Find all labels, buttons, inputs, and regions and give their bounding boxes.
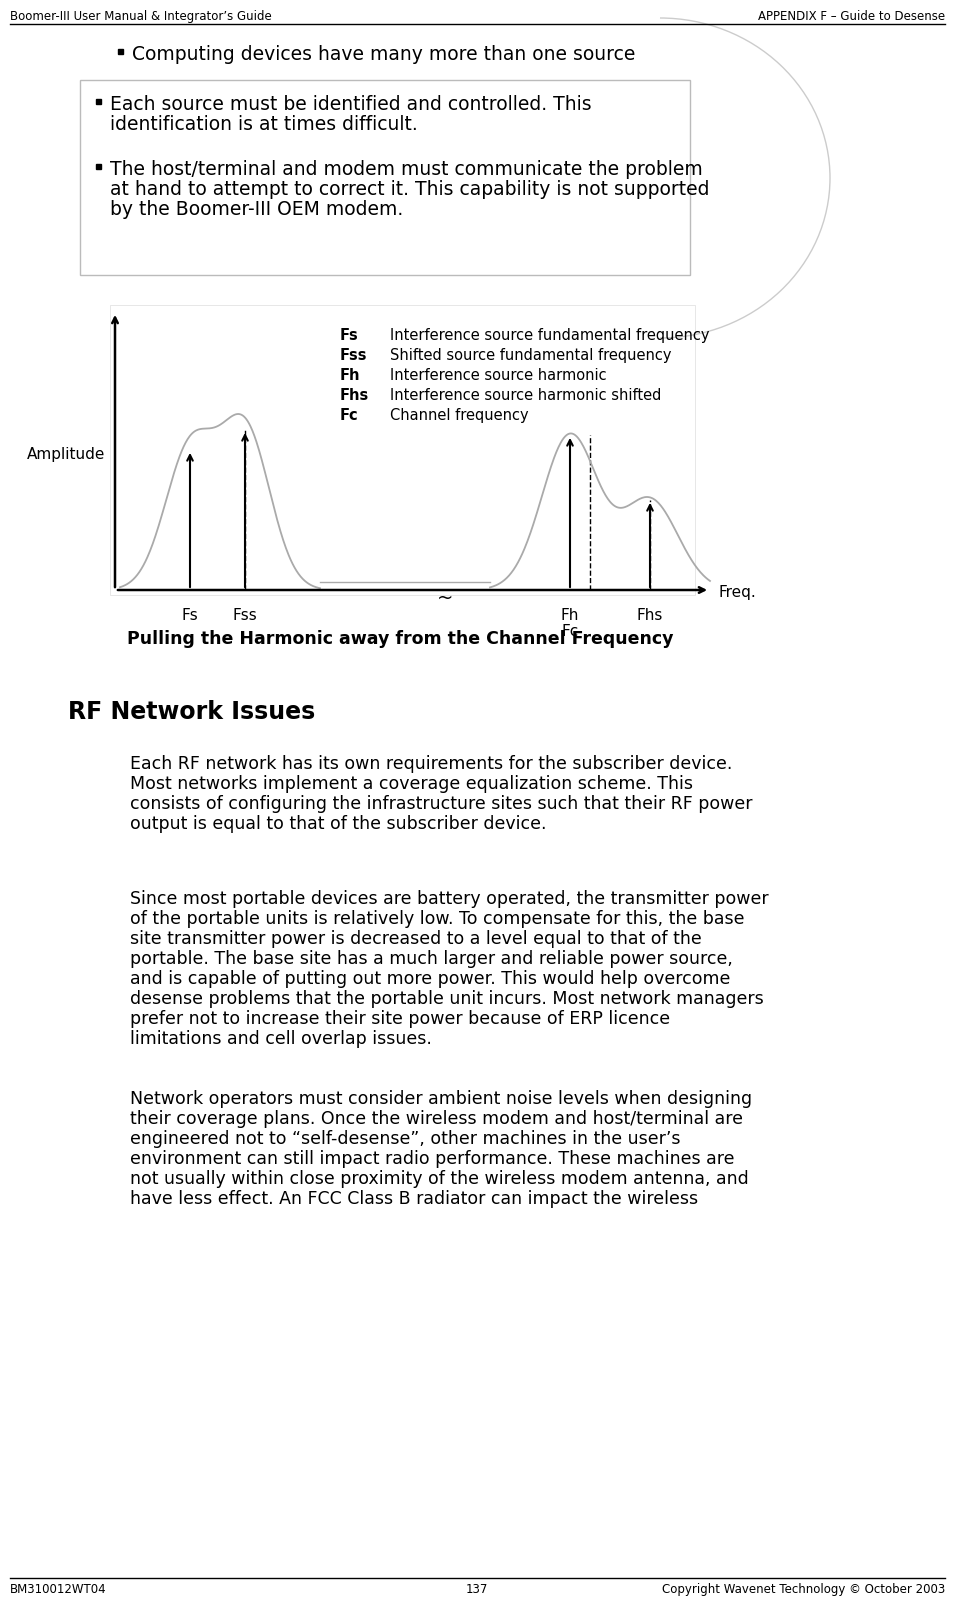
Text: Fss: Fss <box>340 348 368 363</box>
Text: The host/terminal and modem must communicate the problem: The host/terminal and modem must communi… <box>110 160 703 180</box>
Text: site transmitter power is decreased to a level equal to that of the: site transmitter power is decreased to a… <box>130 930 702 948</box>
Text: Fhs: Fhs <box>340 388 370 403</box>
Text: Boomer-III User Manual & Integrator’s Guide: Boomer-III User Manual & Integrator’s Gu… <box>10 10 272 22</box>
Text: Fs: Fs <box>340 327 359 343</box>
Bar <box>118 50 123 55</box>
Text: identification is at times difficult.: identification is at times difficult. <box>110 115 417 135</box>
Text: Shifted source fundamental frequency: Shifted source fundamental frequency <box>390 348 671 363</box>
Text: Interference source fundamental frequency: Interference source fundamental frequenc… <box>390 327 710 343</box>
Text: engineered not to “self-desense”, other machines in the user’s: engineered not to “self-desense”, other … <box>130 1129 681 1148</box>
Bar <box>80 80 690 274</box>
Text: 137: 137 <box>466 1583 488 1596</box>
Text: Pulling the Harmonic away from the Channel Frequency: Pulling the Harmonic away from the Chann… <box>127 630 673 648</box>
Text: and is capable of putting out more power. This would help overcome: and is capable of putting out more power… <box>130 970 731 988</box>
Text: Fhs: Fhs <box>637 608 663 622</box>
Text: output is equal to that of the subscriber device.: output is equal to that of the subscribe… <box>130 815 546 832</box>
Text: Since most portable devices are battery operated, the transmitter power: Since most portable devices are battery … <box>130 890 769 908</box>
Text: portable. The base site has a much larger and reliable power source,: portable. The base site has a much large… <box>130 950 732 967</box>
Text: not usually within close proximity of the wireless modem antenna, and: not usually within close proximity of th… <box>130 1169 749 1189</box>
Text: Each RF network has its own requirements for the subscriber device.: Each RF network has its own requirements… <box>130 755 732 773</box>
Text: Fh: Fh <box>561 608 579 622</box>
Text: Interference source harmonic: Interference source harmonic <box>390 367 606 383</box>
Text: Fc: Fc <box>340 407 359 423</box>
Text: Freq.: Freq. <box>718 584 755 600</box>
Text: by the Boomer-III OEM modem.: by the Boomer-III OEM modem. <box>110 200 403 220</box>
Text: Computing devices have many more than one source: Computing devices have many more than on… <box>132 45 635 64</box>
Text: Interference source harmonic shifted: Interference source harmonic shifted <box>390 388 662 403</box>
Bar <box>110 305 695 595</box>
Text: of the portable units is relatively low. To compensate for this, the base: of the portable units is relatively low.… <box>130 909 745 929</box>
Text: desense problems that the portable unit incurs. Most network managers: desense problems that the portable unit … <box>130 990 764 1007</box>
Text: consists of configuring the infrastructure sites such that their RF power: consists of configuring the infrastructu… <box>130 796 753 813</box>
Text: prefer not to increase their site power because of ERP licence: prefer not to increase their site power … <box>130 1011 670 1028</box>
Text: Most networks implement a coverage equalization scheme. This: Most networks implement a coverage equal… <box>130 775 693 792</box>
Text: Each source must be identified and controlled. This: Each source must be identified and contr… <box>110 95 592 114</box>
Text: APPENDIX F – Guide to Desense: APPENDIX F – Guide to Desense <box>758 10 945 22</box>
Text: Network operators must consider ambient noise levels when designing: Network operators must consider ambient … <box>130 1091 753 1108</box>
Text: BM310012WT04: BM310012WT04 <box>10 1583 107 1596</box>
Text: limitations and cell overlap issues.: limitations and cell overlap issues. <box>130 1030 432 1047</box>
Text: have less effect. An FCC Class B radiator can impact the wireless: have less effect. An FCC Class B radiato… <box>130 1190 698 1208</box>
Bar <box>96 164 101 168</box>
Bar <box>96 99 101 104</box>
Text: Fh: Fh <box>340 367 360 383</box>
Text: ~: ~ <box>436 589 454 608</box>
Text: Channel frequency: Channel frequency <box>390 407 529 423</box>
Text: RF Network Issues: RF Network Issues <box>68 699 315 723</box>
Text: at hand to attempt to correct it. This capability is not supported: at hand to attempt to correct it. This c… <box>110 180 710 199</box>
Text: Copyright Wavenet Technology © October 2003: Copyright Wavenet Technology © October 2… <box>662 1583 945 1596</box>
Text: their coverage plans. Once the wireless modem and host/terminal are: their coverage plans. Once the wireless … <box>130 1110 743 1128</box>
Text: Fc: Fc <box>562 624 579 638</box>
Text: Fs: Fs <box>181 608 199 622</box>
Text: Amplitude: Amplitude <box>27 448 105 462</box>
Text: environment can still impact radio performance. These machines are: environment can still impact radio perfo… <box>130 1150 734 1168</box>
Text: Fss: Fss <box>233 608 258 622</box>
